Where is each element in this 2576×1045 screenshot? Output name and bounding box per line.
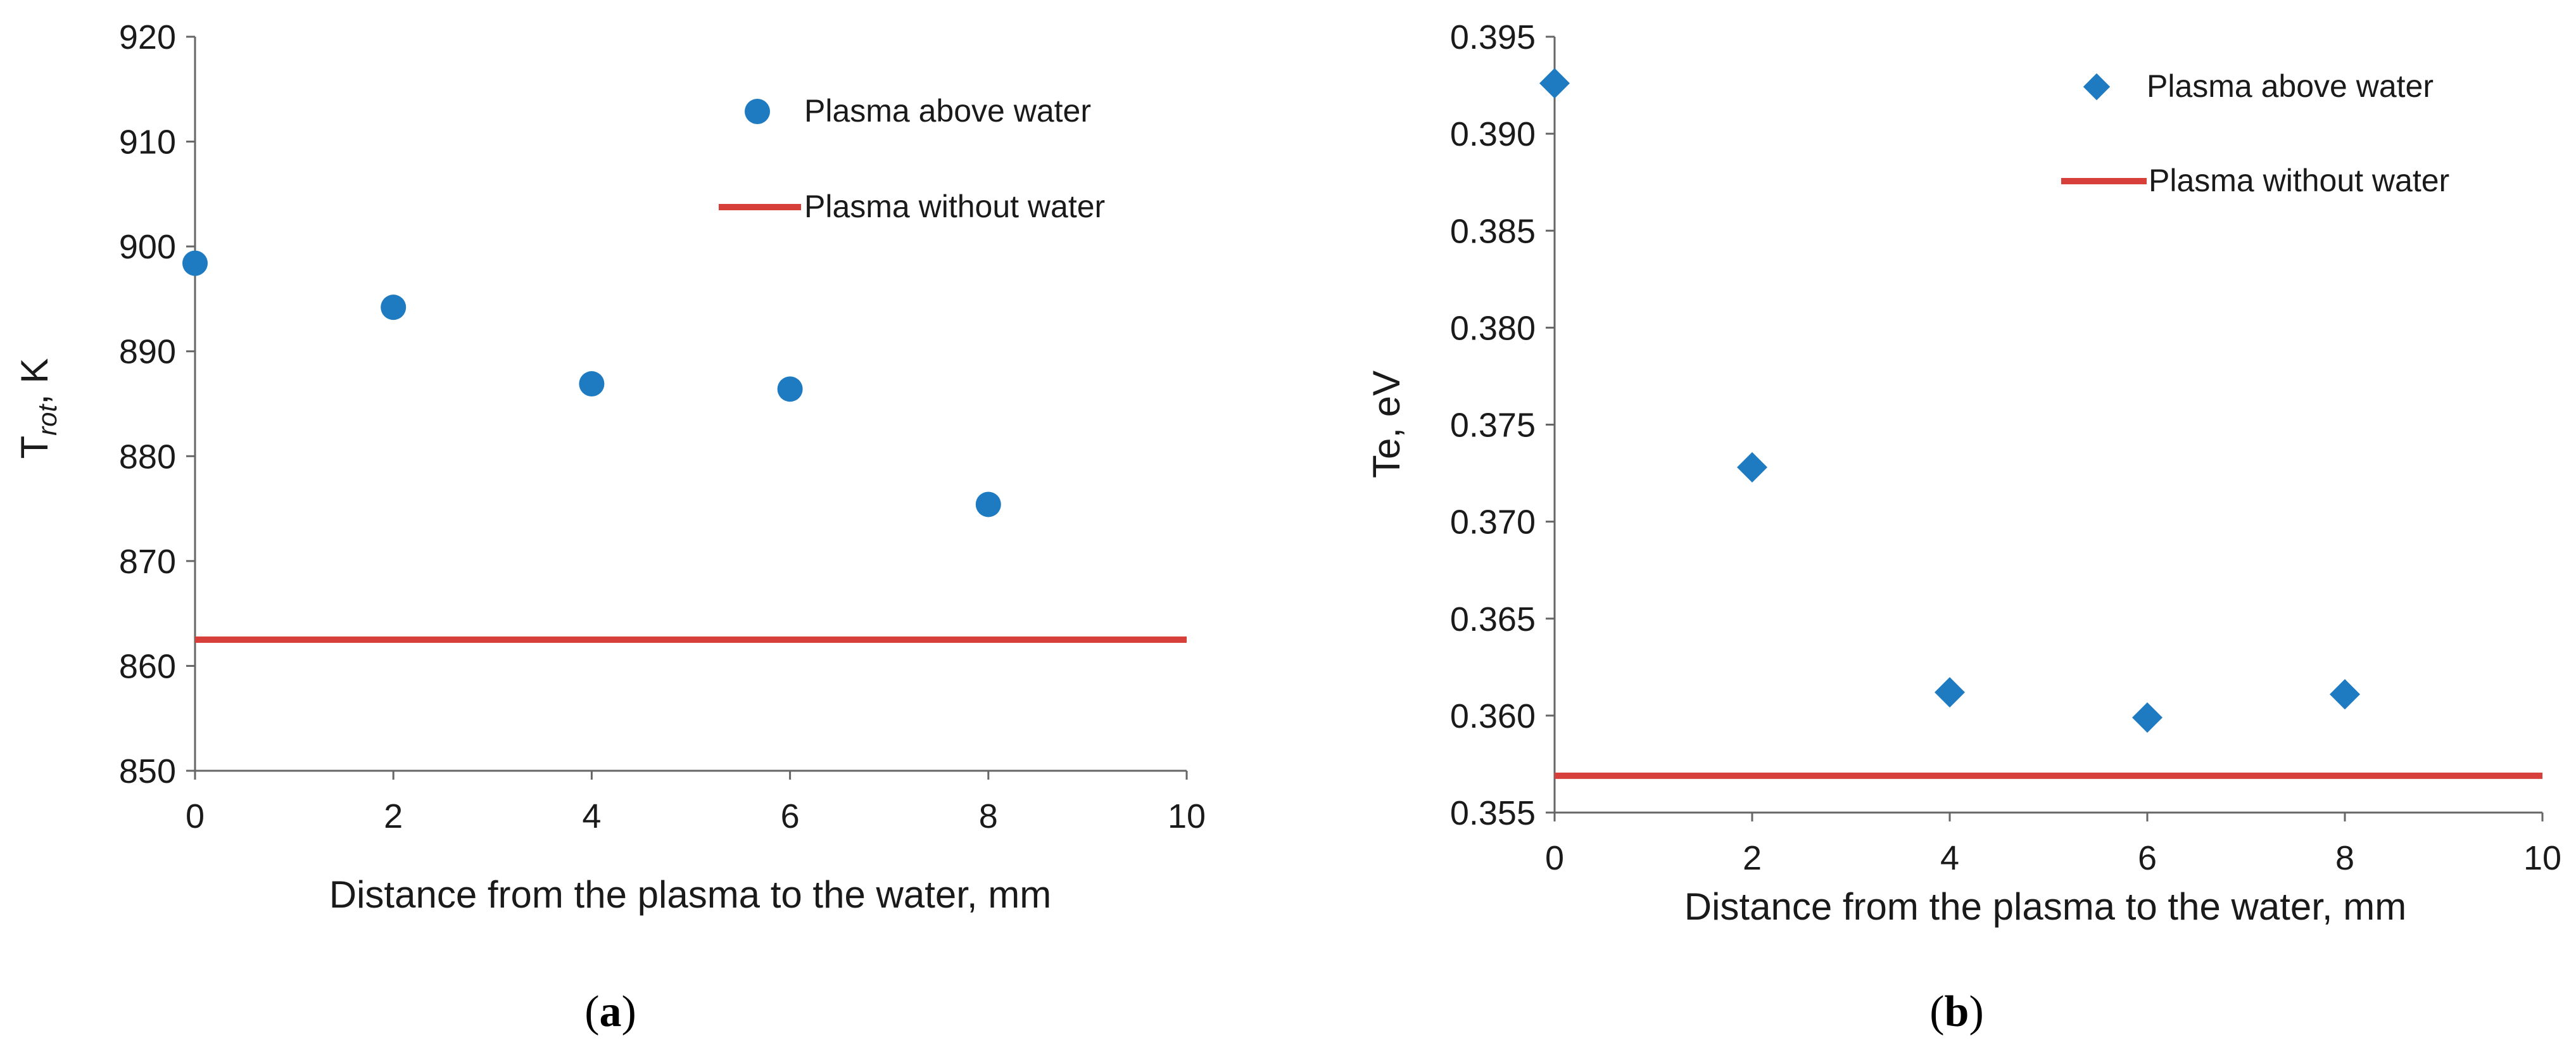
chart-b-y-tick-label: 0.385 [1450, 212, 1536, 250]
chart-b-legend-reference-label: Plasma without water [2149, 163, 2449, 198]
chart-a-data-point [182, 250, 208, 276]
chart-b-x-axis-label: Distance from the plasma to the water, m… [1684, 885, 2406, 928]
chart-a-y-tick-label: 910 [119, 124, 176, 162]
chart-b-legend-marker-diamond [2083, 73, 2111, 101]
chart-a-x-tick-label: 2 [384, 797, 403, 835]
chart-a-x-tick-label: 6 [781, 797, 800, 835]
chart-b-y-tick-label: 0.375 [1450, 407, 1536, 445]
chart-a-x-tick-label: 0 [186, 797, 205, 835]
chart-b-x-tick-label: 6 [2138, 839, 2157, 877]
chart-a-x-tick-label: 10 [1168, 797, 1206, 835]
chart-b-x-tick-label: 4 [1940, 839, 1959, 877]
chart-a-y-tick-label: 870 [119, 543, 176, 581]
chart-a-data-point [975, 491, 1001, 517]
chart-b-data-point [2330, 679, 2360, 710]
chart-b: 0.355 0.360 0.365 0.370 0.375 0.380 0.385 0.390… [1365, 18, 2561, 1036]
chart-b-y-tick-label: 0.380 [1450, 309, 1536, 347]
chart-b-data-point [1737, 452, 1767, 483]
chart-a-data-point [579, 371, 605, 397]
chart-b-x-tick-label: 8 [2335, 839, 2354, 877]
chart-a-y-tick-label: 890 [119, 333, 176, 371]
chart-a-legend-marker-circle [745, 99, 770, 124]
chart-b-data-point [1935, 677, 1965, 708]
chart-a-x-tick-label: 8 [979, 797, 998, 835]
chart-a-y-tick-label: 880 [119, 438, 176, 476]
chart-a-data-point [777, 376, 803, 402]
chart-b-caption: (b) [1929, 987, 1984, 1036]
chart-a-legend-reference-label: Plasma without water [804, 189, 1105, 224]
chart-a-y-axis-label: Trot, K [13, 358, 62, 459]
chart-b-x-tick-label: 2 [1743, 839, 1762, 877]
chart-a-y-tick-label: 850 [119, 752, 176, 790]
chart-b-x-tick-label: 0 [1545, 839, 1564, 877]
chart-b-data-point [1539, 68, 1570, 99]
chart-a-data-point [381, 294, 407, 320]
chart-a: 850 860 870 880 890 900 910 920 0 2 4 6 8 10 Plasma … [13, 18, 1206, 1036]
chart-a-x-axis-label: Distance from the plasma to the water, m… [329, 873, 1051, 916]
chart-a-x-tick-label: 4 [582, 797, 601, 835]
chart-b-y-tick-label: 0.370 [1450, 504, 1536, 542]
chart-b-y-tick-label: 0.360 [1450, 697, 1536, 735]
chart-a-y-tick-label: 900 [119, 228, 176, 266]
chart-b-y-tick-label: 0.395 [1450, 18, 1536, 56]
chart-b-y-tick-label: 0.355 [1450, 794, 1536, 832]
chart-a-y-tick-label: 860 [119, 647, 176, 685]
chart-a-caption: (a) [584, 987, 636, 1036]
chart-b-y-tick-label: 0.390 [1450, 115, 1536, 153]
chart-b-y-tick-label: 0.365 [1450, 600, 1536, 638]
chart-b-x-tick-label: 10 [2523, 839, 2561, 877]
chart-a-y-tick-label: 920 [119, 18, 176, 56]
chart-a-legend-series-label: Plasma above water [804, 93, 1091, 129]
chart-b-y-axis-label: Te, eV [1365, 370, 1408, 478]
chart-b-legend-series-label: Plasma above water [2147, 68, 2434, 104]
chart-b-data-point [2132, 702, 2162, 733]
